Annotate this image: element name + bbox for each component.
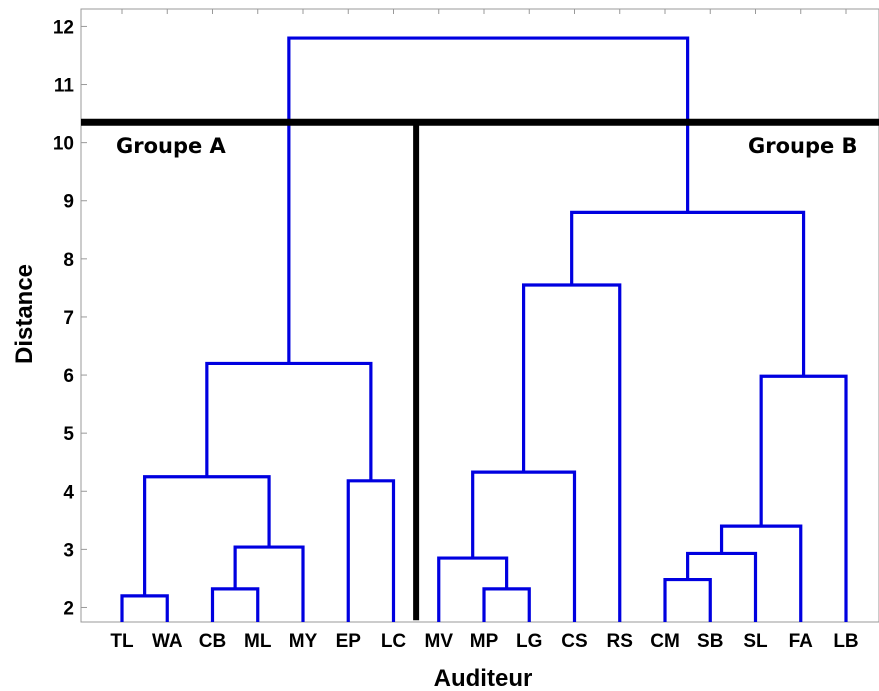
dendrogram-link [471,470,577,622]
dendrogram-link [521,283,622,622]
leaf-labels: TL WA CB ML MY EP LC MV MP LG CS RS CM SB SL FA LB [110,631,858,652]
y-ticks: 2 3 4 5 6 7 8 9 10 11 12 [53,17,87,619]
group-b-label: Groupe B [748,134,858,158]
leaf-label: WA [152,631,183,652]
leaf-label: LG [516,631,542,652]
y-tick-label: 3 [63,540,74,561]
leaf-label: MV [425,631,454,652]
dendrogram-link [663,577,712,622]
leaf-label: CB [199,631,226,652]
leaf-label: RS [607,631,633,652]
leaf-label: EP [336,631,362,652]
leaf-label: TL [110,631,134,652]
dendrogram-link [287,36,690,364]
dendrogram-link [143,475,271,596]
dendrogram-link [759,374,848,622]
y-tick-label: 7 [63,308,74,329]
y-tick-label: 4 [63,482,74,503]
plot-frame [80,8,879,623]
leaf-label: MP [470,631,499,652]
dendrogram-link [686,551,758,622]
y-tick-label: 5 [63,424,74,445]
leaf-label: SB [697,631,723,652]
leaf-label: CM [650,631,680,652]
leaf-label: MY [289,631,318,652]
leaf-label: LC [381,631,407,652]
x-axis-title: Auditeur [434,665,533,691]
group-a-label: Groupe A [116,134,227,158]
y-tick-label: 2 [63,598,74,619]
y-tick-label: 10 [53,134,74,155]
dendrogram-branches [120,36,848,622]
y-tick-label: 8 [63,250,74,271]
cut-lines [81,118,879,621]
dendrogram-link [570,210,806,377]
y-tick-label: 9 [63,192,74,213]
dendrogram-link [346,479,396,622]
y-axis-title: Distance [11,264,38,364]
y-tick-label: 12 [53,17,74,38]
dendrogram-link [482,587,531,622]
dendrogram-link [205,361,373,481]
y-tick-label: 6 [63,366,74,387]
dendrogram-link [120,594,169,622]
dendrogram-link [233,545,305,622]
leaf-label: FA [789,631,814,652]
leaf-label: SL [743,631,768,652]
dendrogram-link [210,587,260,622]
dendrogram-link [719,524,803,622]
leaf-label: CS [561,631,587,652]
y-tick-label: 11 [54,76,75,97]
leaf-label: LB [833,631,858,652]
axes [80,8,879,623]
leaf-label: ML [244,631,272,652]
